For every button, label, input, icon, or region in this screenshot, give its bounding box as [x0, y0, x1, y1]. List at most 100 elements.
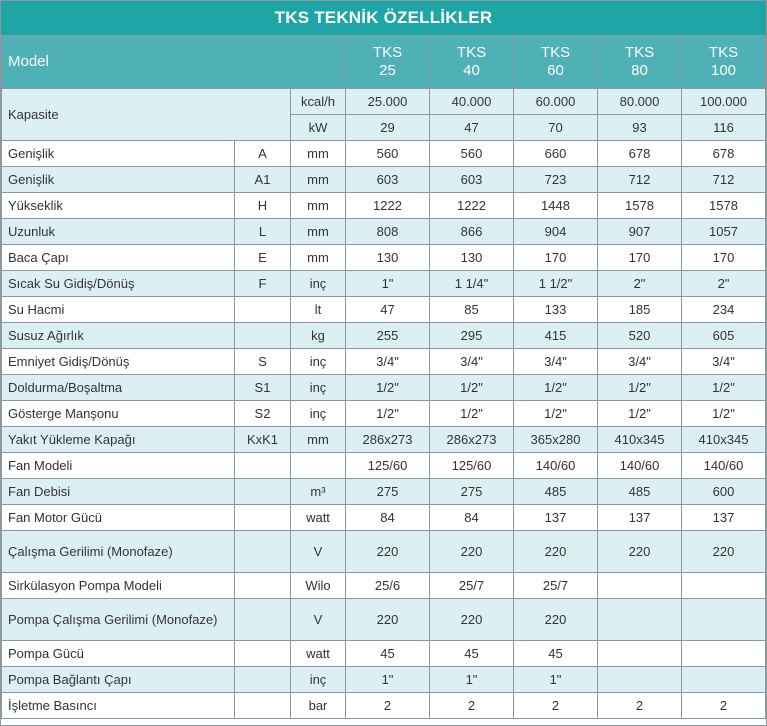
value-cell: 3/4" [513, 348, 598, 375]
value-cell: 1/2" [597, 374, 682, 401]
table-row: Pompa Gücü watt 45 45 45 [1, 640, 766, 667]
table-row: Pompa Çalışma Gerilimi (Monofaze) V 220 220… [1, 598, 766, 641]
value-cell: 125/60 [345, 452, 430, 479]
value-cell: 220 [513, 598, 598, 641]
value-cell: 1/2" [345, 400, 430, 427]
unit-cell: mm [290, 140, 346, 167]
row-label: Genişlik [1, 166, 235, 193]
value-cell: 275 [345, 478, 430, 505]
unit-cell: mm [290, 244, 346, 271]
value-cell: 2" [681, 270, 766, 297]
symbol-cell [234, 692, 291, 719]
symbol-cell: S [234, 348, 291, 375]
row-label: Susuz Ağırlık [1, 322, 235, 349]
table-row: Fan Modeli 125/60 125/60 140/60 140/60 140/60 [1, 452, 766, 479]
value-cell: 1" [429, 666, 514, 693]
row-label: Su Hacmi [1, 296, 235, 323]
value-cell: 220 [513, 530, 598, 573]
symbol-cell [234, 322, 291, 349]
value-cell: 866 [429, 218, 514, 245]
value-cell: 25.000 [345, 88, 430, 115]
value-cell: 220 [345, 598, 430, 641]
table-row: Doldurma/Boşaltma S1 inç 1/2" 1/2" 1/2" 1/2" 1/… [1, 374, 766, 401]
value-cell: 137 [597, 504, 682, 531]
table-row: Susuz Ağırlık kg 255 295 415 520 605 [1, 322, 766, 349]
capacity-row-kw: kW 29 47 70 93 116 [2, 114, 766, 141]
value-cell: 808 [345, 218, 430, 245]
unit-cell: inç [290, 666, 346, 693]
value-cell: 3/4" [429, 348, 514, 375]
spec-table: Model TKS 25 TKS 40 TKS 60 TKS 80 TKS 100 Kap… [1, 35, 766, 719]
value-cell: 904 [513, 218, 598, 245]
unit-cell: watt [290, 504, 346, 531]
value-cell: 1/2" [429, 400, 514, 427]
value-cell: 415 [513, 322, 598, 349]
value-cell: 3/4" [597, 348, 682, 375]
row-label: Doldurma/Boşaltma [1, 374, 235, 401]
value-cell [681, 598, 766, 641]
unit-cell: mm [290, 166, 346, 193]
row-label: Yükseklik [1, 192, 235, 219]
table-row: Fan Motor Gücü watt 84 84 137 137 137 [1, 504, 766, 531]
value-cell: 25/7 [513, 572, 598, 599]
unit-cell: kg [290, 322, 346, 349]
value-cell: 1222 [429, 192, 514, 219]
table-row: Sirkülasyon Pompa Modeli Wilo 25/6 25/7 25/7 [1, 572, 766, 599]
value-cell: 185 [597, 296, 682, 323]
value-cell: 140/60 [681, 452, 766, 479]
value-cell: 1/2" [681, 374, 766, 401]
value-cell: 2 [597, 692, 682, 719]
value-cell: 603 [429, 166, 514, 193]
row-label: Fan Modeli [1, 452, 235, 479]
row-label: Pompa Gücü [1, 640, 235, 667]
value-cell: 723 [513, 166, 598, 193]
value-cell: 140/60 [597, 452, 682, 479]
symbol-cell [234, 296, 291, 323]
value-cell: 85 [429, 296, 514, 323]
value-cell: 125/60 [429, 452, 514, 479]
value-cell: 410x345 [597, 426, 682, 453]
table-row: Pompa Bağlantı Çapı inç 1" 1" 1" [1, 666, 766, 693]
value-cell: 1/2" [345, 374, 430, 401]
value-cell: 1/2" [597, 400, 682, 427]
row-label: Genişlik [1, 140, 235, 167]
unit-cell: kW [290, 114, 346, 141]
row-label: Fan Motor Gücü [1, 504, 235, 531]
value-cell: 220 [597, 530, 682, 573]
row-label: Fan Debisi [1, 478, 235, 505]
symbol-cell: E [234, 244, 291, 271]
value-cell: 130 [345, 244, 430, 271]
value-cell: 2 [681, 692, 766, 719]
row-label: Baca Çapı [1, 244, 235, 271]
model-column-header: TKS 40 [429, 35, 514, 89]
symbol-cell [234, 640, 291, 667]
value-cell: 70 [513, 114, 598, 141]
unit-cell: V [290, 598, 346, 641]
symbol-cell: KxK1 [234, 426, 291, 453]
value-cell: 100.000 [681, 88, 766, 115]
value-cell: 660 [513, 140, 598, 167]
value-cell: 3/4" [681, 348, 766, 375]
value-cell: 600 [681, 478, 766, 505]
unit-cell: lt [290, 296, 346, 323]
value-cell: 170 [597, 244, 682, 271]
value-cell: 80.000 [597, 88, 682, 115]
table-row: Su Hacmi lt 47 85 133 185 234 [1, 296, 766, 323]
value-cell: 1578 [681, 192, 766, 219]
table-row: Fan Debisi m³ 275 275 485 485 600 [1, 478, 766, 505]
symbol-cell [234, 504, 291, 531]
value-cell: 1578 [597, 192, 682, 219]
symbol-cell [234, 598, 291, 641]
value-cell [597, 598, 682, 641]
symbol-cell: F [234, 270, 291, 297]
value-cell: 907 [597, 218, 682, 245]
value-cell [597, 666, 682, 693]
unit-cell: mm [290, 218, 346, 245]
value-cell: 220 [345, 530, 430, 573]
value-cell: 560 [345, 140, 430, 167]
value-cell: 603 [345, 166, 430, 193]
value-cell: 295 [429, 322, 514, 349]
